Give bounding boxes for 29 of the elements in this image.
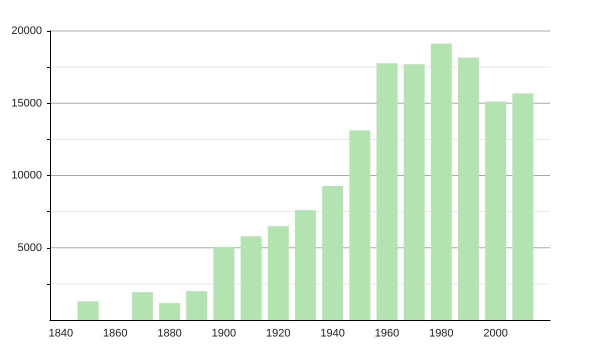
bar: [458, 58, 479, 320]
y-tick-label: 10000: [11, 170, 42, 182]
bar: [240, 236, 262, 320]
bar: [485, 102, 506, 320]
y-tick-label: 20000: [11, 25, 42, 37]
x-tick-label: 1940: [320, 328, 345, 340]
x-tick-label: 1920: [266, 328, 291, 340]
bar: [512, 93, 534, 320]
bar: [349, 130, 370, 320]
x-tick-label: 1960: [374, 328, 400, 340]
bar: [404, 64, 425, 320]
x-tick-label: 1840: [48, 328, 74, 340]
y-tick-label: 5000: [18, 242, 42, 254]
bar: [213, 246, 234, 320]
bar: [159, 303, 180, 320]
bar: [78, 301, 99, 320]
bar: [186, 291, 208, 320]
x-tick-label: 1860: [102, 328, 128, 340]
bar: [268, 226, 289, 320]
y-tick-label: 15000: [11, 97, 42, 110]
x-tick-label: 2000: [483, 328, 508, 340]
x-tick-label: 1880: [157, 328, 182, 340]
bar: [294, 210, 316, 320]
bar: [430, 44, 452, 320]
bar: [376, 63, 398, 320]
x-tick-label: 1900: [212, 328, 236, 340]
x-tick-label: 1980: [429, 328, 454, 340]
bar: [322, 186, 344, 320]
bar: [132, 292, 153, 320]
